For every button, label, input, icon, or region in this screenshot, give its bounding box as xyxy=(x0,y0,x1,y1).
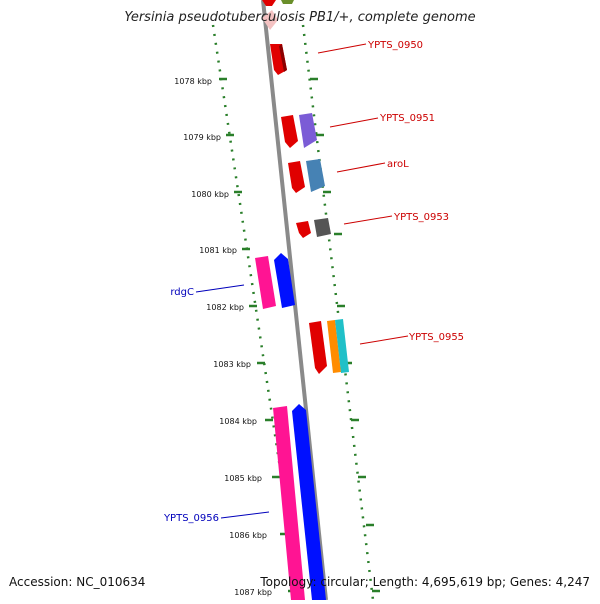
leader-ypts-0950 xyxy=(317,43,367,54)
gene-ypts-0953-red[interactable] xyxy=(296,221,311,238)
leader-ypts-0951 xyxy=(329,117,379,128)
tick-label-1081: 1081 kbp xyxy=(199,246,237,255)
gene-ypts-0955-cyan[interactable] xyxy=(335,319,349,373)
leader-ypts-0953 xyxy=(343,215,393,225)
scale-track-right xyxy=(301,24,375,601)
label-arol[interactable]: aroL xyxy=(387,159,409,170)
leader-ypts-0955 xyxy=(359,335,409,345)
label-ypts-0951[interactable]: YPTS_0951 xyxy=(379,113,435,124)
gene-arol-steel[interactable] xyxy=(306,159,325,192)
topology-text: Topology: circular; Length: 4,695,619 bp… xyxy=(260,575,590,589)
genome-title: Yersinia pseudotuberculosis PB1/+, compl… xyxy=(124,10,476,25)
accession-text: Accession: NC_010634 xyxy=(9,575,146,589)
gene-partial-top-green[interactable] xyxy=(281,0,294,4)
tick-label-1079: 1079 kbp xyxy=(183,133,221,142)
leader-rdgc xyxy=(195,284,245,293)
label-ypts-0955[interactable]: YPTS_0955 xyxy=(408,332,464,343)
gene-ypts-0953-gray[interactable] xyxy=(314,218,331,237)
tick-label-1083: 1083 kbp xyxy=(213,360,251,369)
label-ypts-0956[interactable]: YPTS_0956 xyxy=(163,513,219,524)
tick-label-1086: 1086 kbp xyxy=(229,531,267,540)
gene-ypts-0955-orange[interactable] xyxy=(327,320,341,373)
tick-label-1087: 1087 kbp xyxy=(234,588,272,597)
gene-shade xyxy=(279,44,287,72)
tick-label-1082: 1082 kbp xyxy=(206,303,244,312)
gene-partial-top-red[interactable] xyxy=(262,0,276,6)
gene-ypts-0956-magenta[interactable] xyxy=(273,406,305,600)
label-rdgc[interactable]: rdgC xyxy=(170,287,194,298)
gene-ypts-0956-blue[interactable] xyxy=(292,404,326,600)
tick-label-1085: 1085 kbp xyxy=(224,474,262,483)
genome-backbone xyxy=(261,0,328,601)
label-ypts-0953[interactable]: YPTS_0953 xyxy=(393,212,449,223)
gene-rdgc-blue[interactable] xyxy=(274,253,295,308)
gene-partial-top-pink[interactable] xyxy=(262,10,278,30)
tick-label-1080: 1080 kbp xyxy=(191,190,229,199)
gene-ypts-0955-red[interactable] xyxy=(309,321,327,374)
gene-arol-red[interactable] xyxy=(288,161,305,193)
gene-ypts-0951-purple[interactable] xyxy=(299,113,317,148)
tick-label-1084: 1084 kbp xyxy=(219,417,257,426)
gene-rdgc-magenta[interactable] xyxy=(255,256,276,309)
tick-label-1078: 1078 kbp xyxy=(174,77,212,86)
gene-ypts-0951-red[interactable] xyxy=(281,115,298,148)
label-ypts-0950[interactable]: YPTS_0950 xyxy=(367,40,423,51)
leader-arol xyxy=(336,162,386,173)
leader-ypts-0956 xyxy=(220,511,270,519)
